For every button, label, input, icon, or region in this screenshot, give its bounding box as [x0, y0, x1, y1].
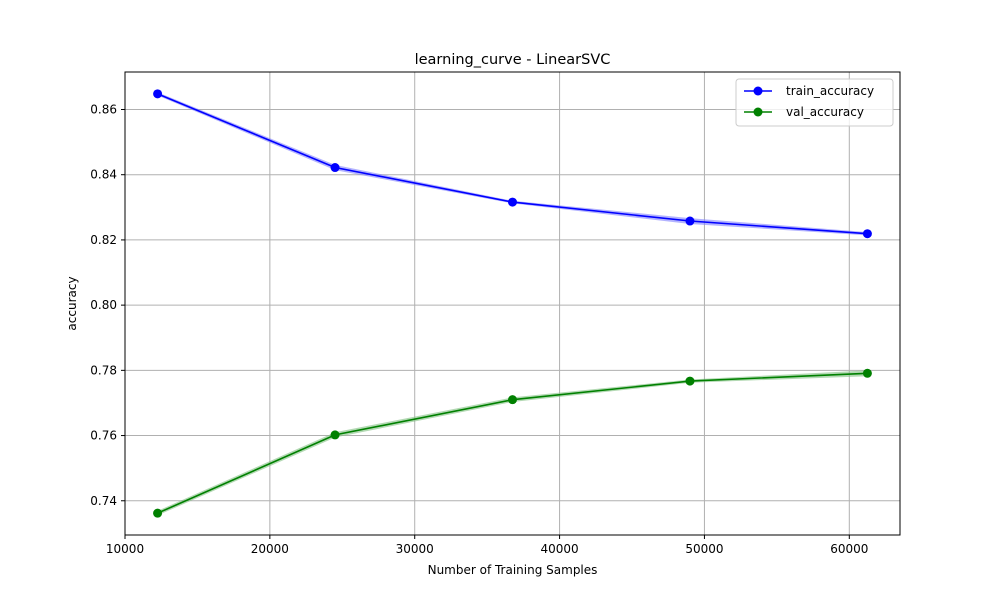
axis-ticks: 10000 20000 30000 40000 50000 60000 0.74 0.76 0.…	[90, 102, 868, 556]
plot-frame	[124, 71, 901, 536]
y-tick-label: 0.78	[90, 363, 117, 377]
point-val_accuracy	[330, 430, 340, 440]
legend-label: val_accuracy	[786, 105, 864, 119]
x-tick-label: 10000	[106, 542, 144, 556]
y-tick-label: 0.84	[90, 168, 117, 182]
point-train_accuracy	[685, 216, 695, 226]
x-tick-label: 20000	[251, 542, 289, 556]
x-tick-label: 40000	[540, 542, 578, 556]
point-val_accuracy	[508, 395, 517, 405]
series-lines	[153, 89, 872, 518]
x-tick-label: 30000	[396, 542, 434, 556]
point-train_accuracy	[862, 229, 872, 239]
y-tick-label: 0.86	[90, 102, 117, 116]
legend-box	[735, 78, 894, 127]
legend: train_accuracy val_accuracy	[735, 78, 894, 127]
y-tick-label: 0.82	[90, 233, 117, 247]
legend-label: train_accuracy	[786, 84, 874, 98]
x-tick-label: 60000	[830, 542, 868, 556]
grid	[124, 72, 900, 535]
point-train_accuracy	[153, 89, 163, 99]
chart-title: learning_curve - LinearSVC	[415, 52, 611, 68]
x-tick-label: 50000	[685, 542, 723, 556]
y-tick-label: 0.74	[90, 494, 117, 508]
y-tick-label: 0.80	[90, 298, 117, 312]
point-val_accuracy	[685, 376, 695, 386]
y-axis-label: accuracy	[65, 276, 79, 330]
y-tick-label: 0.76	[90, 429, 117, 443]
point-val_accuracy	[153, 508, 163, 518]
point-val_accuracy	[862, 368, 872, 378]
legend-swatch-marker	[753, 107, 763, 117]
point-train_accuracy	[508, 197, 517, 207]
point-train_accuracy	[330, 163, 340, 173]
x-axis-label: Number of Training Samples	[428, 563, 598, 577]
legend-swatch-marker	[753, 86, 763, 96]
